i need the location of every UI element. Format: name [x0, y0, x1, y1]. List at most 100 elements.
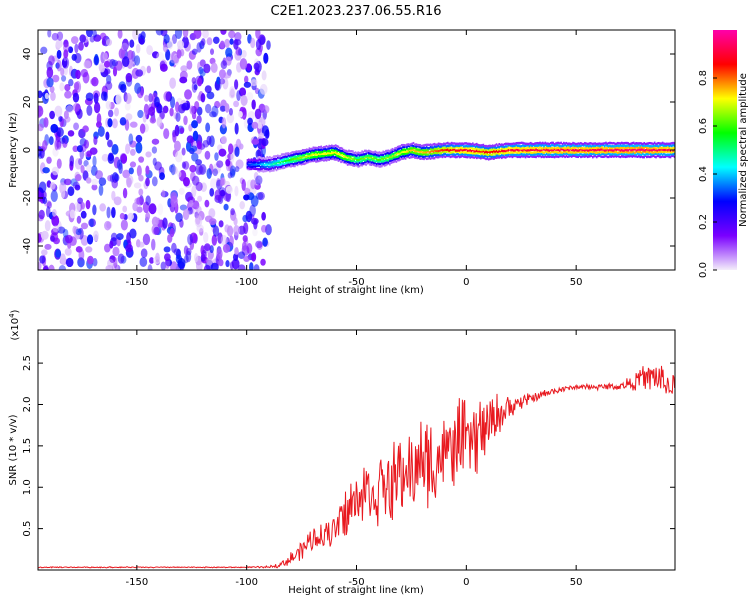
heatmap-cell — [457, 149, 460, 152]
heatmap-cell — [652, 152, 655, 156]
heatmap-cell — [454, 149, 457, 152]
heatmap-cell — [273, 166, 275, 170]
heatmap-cell — [85, 199, 91, 210]
heatmap-cell — [478, 155, 481, 158]
heatmap-cell — [617, 153, 619, 156]
heatmap-cell — [269, 162, 271, 166]
heatmap-cell — [620, 152, 623, 155]
heatmap-cell — [515, 141, 518, 145]
heatmap-cell — [105, 264, 114, 270]
heatmap-cell — [606, 144, 609, 147]
heatmap-cell — [581, 155, 584, 158]
heatmap-cell — [569, 142, 572, 146]
snr-panel: -150 -100 -50 0 50 0.51.01.52.02.5 Height of… — [8, 309, 676, 596]
heatmap-cell — [392, 160, 395, 164]
heatmap-cell — [647, 155, 649, 158]
heatmap-cell — [601, 150, 603, 154]
heatmap-cell — [584, 144, 586, 147]
heatmap-cell — [497, 148, 499, 152]
heatmap-cell — [175, 212, 183, 223]
heatmap-cell — [535, 148, 537, 151]
heatmap-cell — [589, 148, 591, 152]
heatmap-cell — [672, 143, 674, 147]
heatmap-cell — [481, 150, 483, 153]
heatmap-cell — [537, 155, 540, 158]
heatmap-cell — [394, 151, 396, 155]
heatmap-cell — [381, 155, 383, 158]
heatmap-cell — [416, 143, 419, 147]
heatmap-cell — [574, 148, 577, 152]
heatmap-cell — [399, 152, 402, 155]
heatmap-cell — [649, 142, 652, 145]
heatmap-cell — [582, 144, 585, 147]
heatmap-cell — [655, 150, 657, 154]
heatmap-cell — [659, 146, 661, 149]
heatmap-cell — [325, 152, 328, 155]
heatmap-cell — [300, 158, 303, 161]
heatmap-cell — [588, 142, 590, 146]
heatmap-cell — [669, 150, 672, 154]
heatmap-cell — [531, 142, 533, 146]
heatmap-cell — [154, 96, 160, 108]
heatmap-cell — [374, 156, 377, 160]
heatmap-cell — [527, 149, 529, 152]
heatmap-cell — [437, 156, 440, 159]
heatmap-cell — [160, 63, 168, 72]
heatmap-cell — [269, 167, 271, 171]
heatmap-cell — [535, 145, 537, 149]
heatmap-cell — [408, 144, 411, 148]
heatmap-cell — [325, 156, 328, 159]
heatmap-cell — [386, 155, 388, 159]
heatmap-cell — [406, 152, 408, 155]
heatmap-cell — [304, 162, 307, 165]
heatmap-cell — [552, 153, 555, 157]
heatmap-cell — [520, 147, 523, 150]
heatmap-cell — [371, 162, 374, 166]
heatmap-cell — [243, 194, 250, 201]
heatmap-cell — [396, 152, 399, 155]
heatmap-cell — [514, 153, 516, 157]
heatmap-cell — [191, 77, 197, 84]
heatmap-cell — [200, 38, 206, 46]
heatmap-cell — [627, 142, 630, 145]
heatmap-cell — [56, 140, 62, 150]
heatmap-cell — [63, 49, 69, 59]
heatmap-cell — [282, 156, 284, 159]
heatmap-cell — [665, 150, 668, 153]
heatmap-cell — [361, 164, 363, 167]
heatmap-cell — [520, 150, 523, 153]
heatmap-cell — [599, 153, 602, 157]
heatmap-cell — [369, 159, 371, 162]
heatmap-cell — [360, 163, 362, 167]
heatmap-cell — [566, 151, 569, 154]
heatmap-cell — [86, 164, 92, 173]
heatmap-cell — [671, 144, 673, 148]
heatmap-cell — [400, 157, 403, 160]
heatmap-cell — [191, 120, 199, 129]
heatmap-cell — [516, 153, 519, 156]
heatmap-cell — [449, 152, 452, 156]
heatmap-cell — [448, 142, 450, 146]
heatmap-cell — [602, 150, 605, 154]
heatmap-cell — [220, 135, 227, 145]
heatmap-cell — [464, 155, 466, 158]
heatmap-cell — [593, 150, 595, 153]
heatmap-cell — [134, 82, 142, 94]
heatmap-cell — [345, 159, 348, 163]
heatmap-cell — [598, 142, 601, 145]
heatmap-cell — [606, 155, 609, 159]
heatmap-cell — [423, 149, 425, 152]
heatmap-cell — [378, 162, 381, 166]
heatmap-cell — [411, 148, 414, 151]
heatmap-cell — [292, 153, 295, 156]
heatmap-cell — [155, 30, 164, 36]
heatmap-cell — [544, 141, 547, 145]
heatmap-cell — [610, 141, 613, 145]
snr-series-line — [38, 365, 675, 569]
heatmap-cell — [42, 139, 48, 151]
heatmap-cell — [585, 153, 587, 156]
heatmap-cell — [151, 146, 158, 154]
heatmap-cell — [247, 163, 250, 166]
colorbar: 0.00.20.40.60.8 Normalized spectral ampl… — [698, 30, 749, 278]
heatmap-cell — [255, 159, 258, 162]
